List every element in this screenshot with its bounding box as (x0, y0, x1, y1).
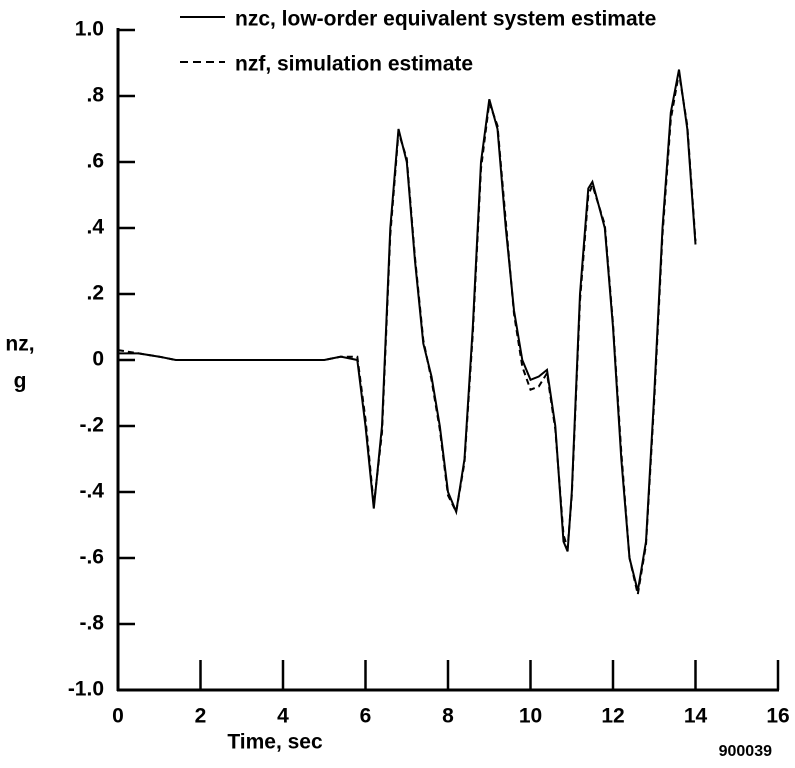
x-tick-label: 8 (442, 705, 454, 728)
x-axis-label: Time, sec (227, 731, 323, 754)
y-tick-label: .2 (86, 282, 104, 305)
y-tick-label: -.2 (79, 414, 104, 437)
y-tick-label: .4 (86, 216, 104, 239)
y-axis-label: g (14, 370, 27, 393)
x-tick-label: 0 (112, 705, 124, 728)
x-tick-label: 16 (766, 705, 789, 728)
y-tick-label: .6 (86, 150, 104, 173)
series-line (118, 69, 697, 592)
y-tick-label: 1.0 (75, 18, 104, 41)
x-tick-label: 2 (195, 705, 207, 728)
y-tick-label: -.8 (79, 612, 104, 635)
y-tick-label: 0 (92, 348, 104, 371)
x-tick-label: 12 (601, 705, 624, 728)
y-tick-label: -.6 (79, 546, 104, 569)
x-tick-label: 6 (360, 705, 372, 728)
series-line (117, 72, 697, 595)
legend-label: nzf, simulation estimate (235, 53, 473, 76)
y-tick-label: .8 (86, 84, 104, 107)
legend-label: nzc, low-order equivalent system estimat… (235, 8, 656, 31)
annotation: 900039 (719, 743, 772, 760)
y-axis-label: nz, (5, 333, 34, 356)
y-tick-label: -.4 (79, 480, 104, 503)
x-tick-label: 4 (277, 705, 289, 728)
y-tick-label: -1.0 (68, 678, 104, 701)
x-tick-label: 14 (684, 705, 708, 728)
x-tick-label: 10 (519, 705, 542, 728)
